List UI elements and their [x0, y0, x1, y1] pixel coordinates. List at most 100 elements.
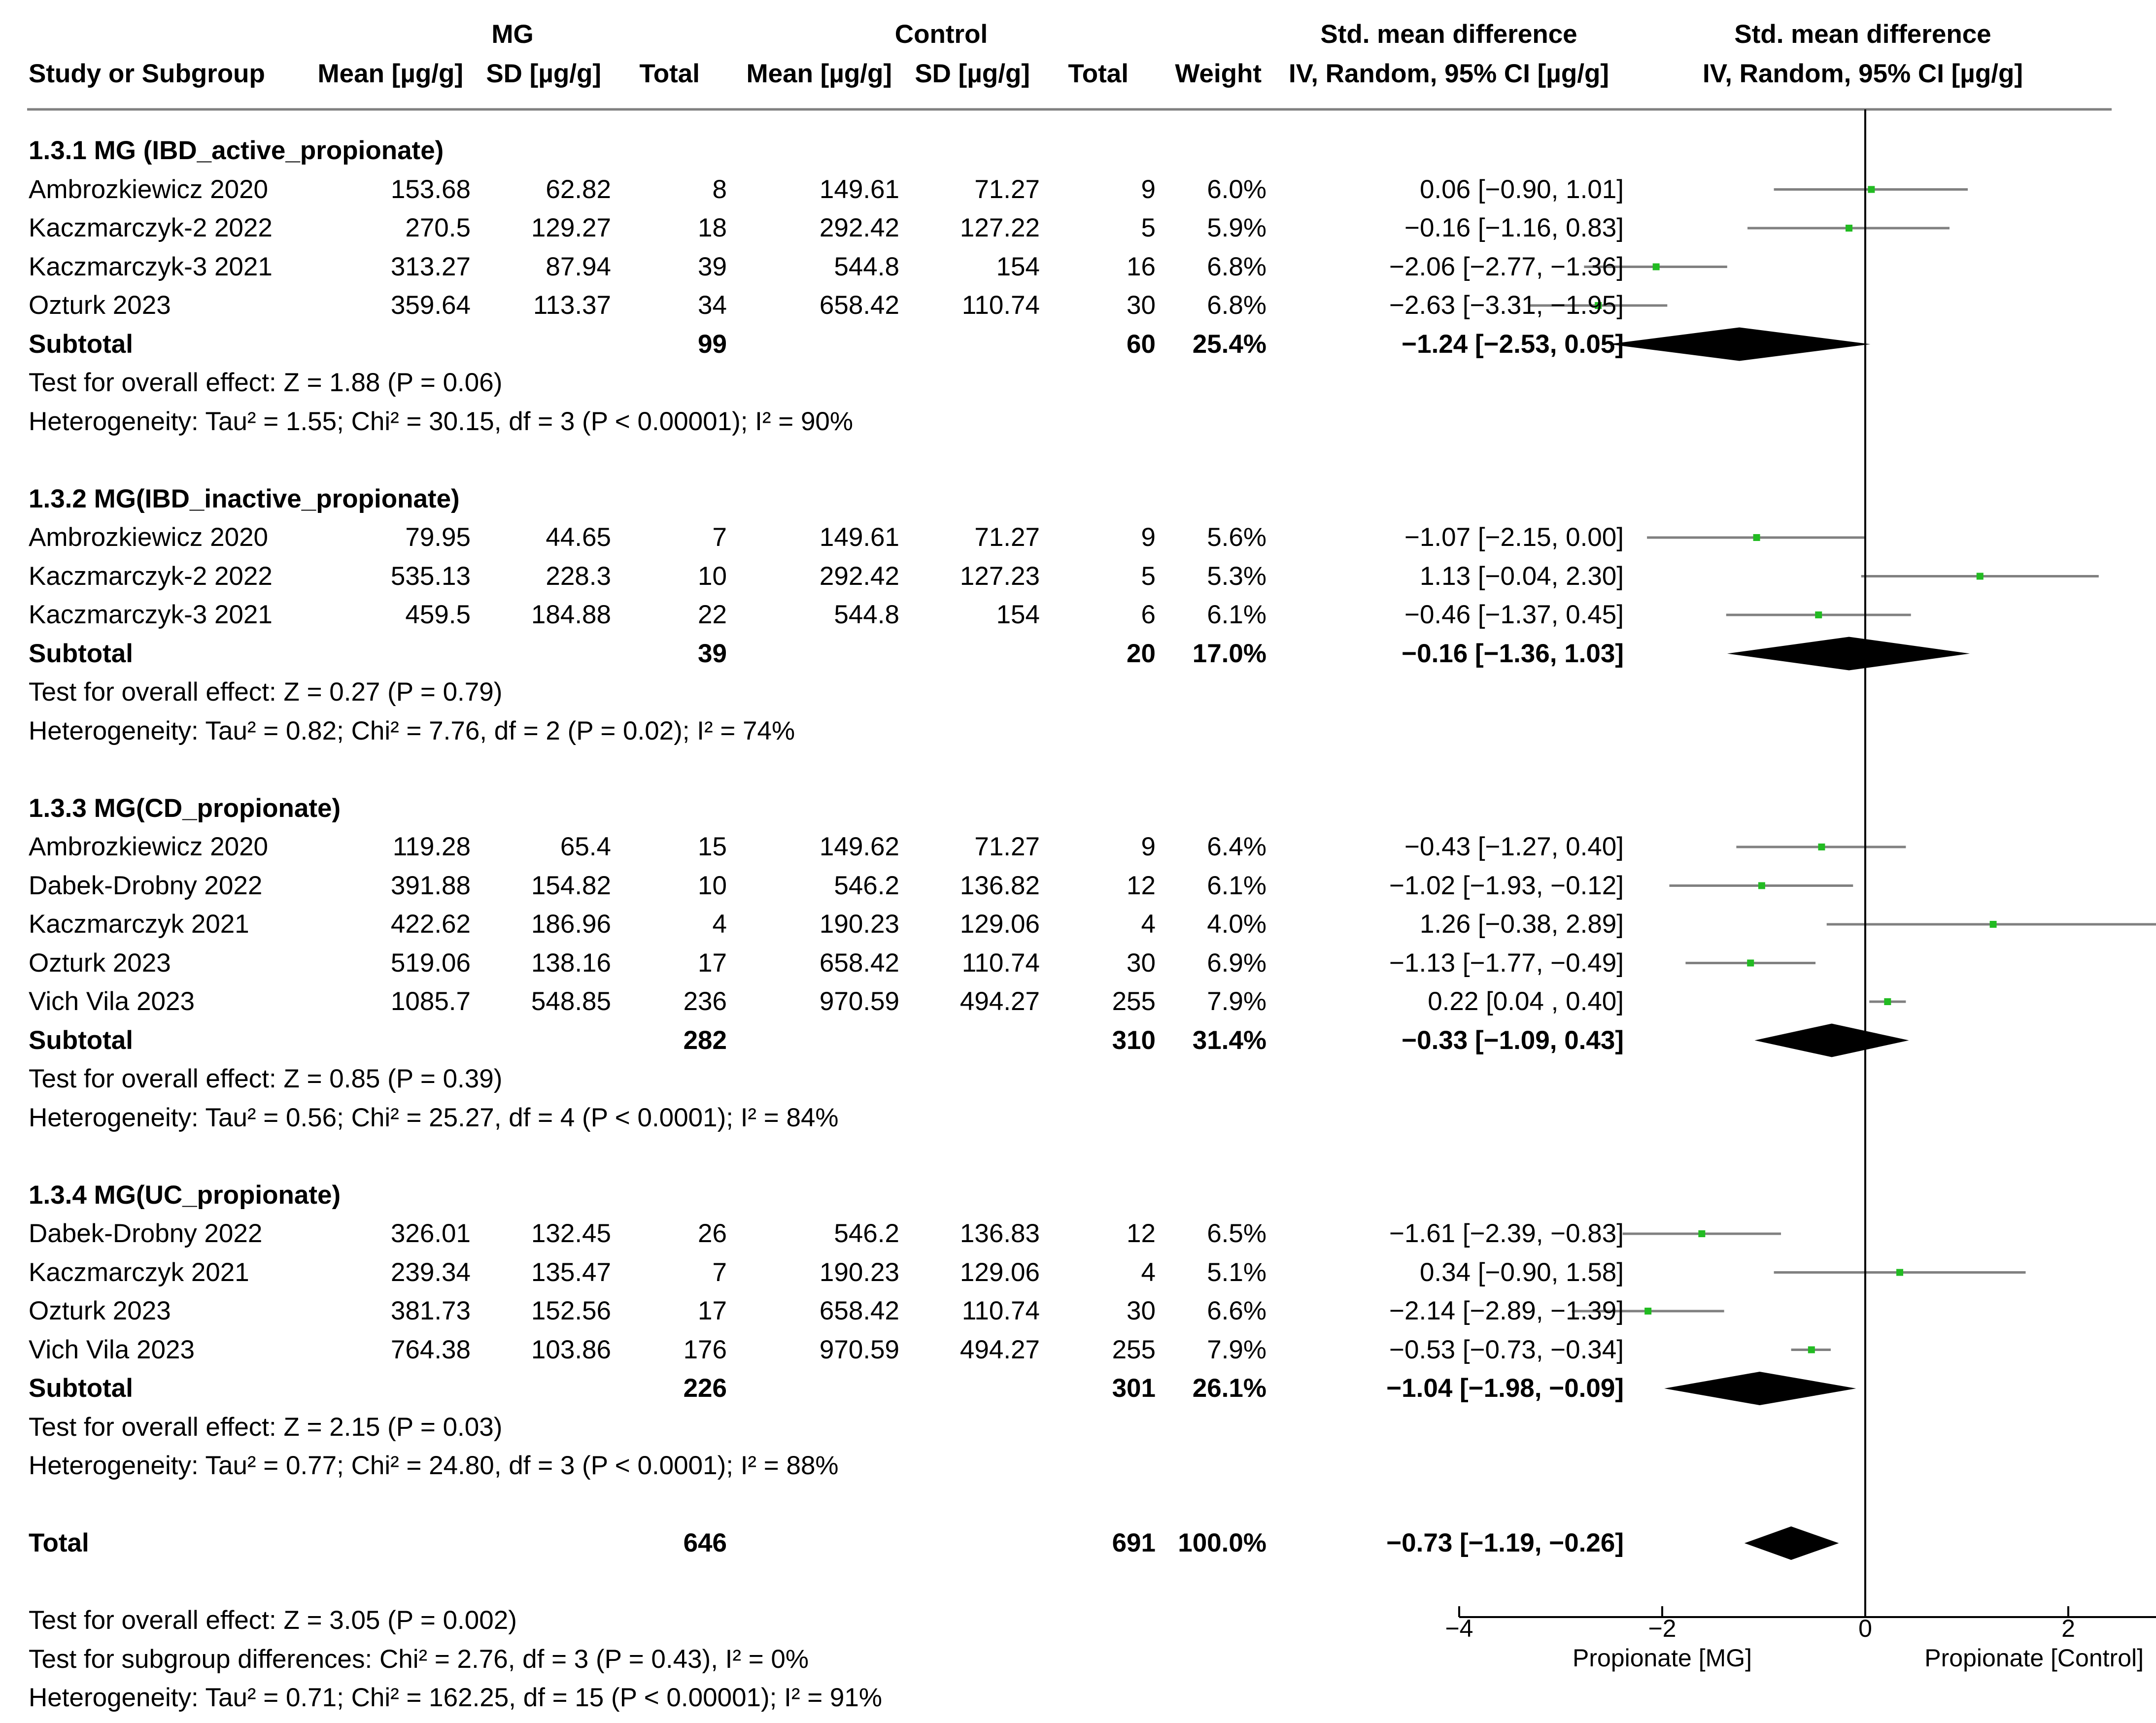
weight-value: 6.5% [1207, 1219, 1266, 1248]
header-effect-title-left: Std. mean difference [1320, 20, 1577, 49]
study-name: Kaczmarczyk-2 2022 [29, 213, 273, 242]
weight-value: 6.8% [1207, 252, 1266, 281]
mg-total-value: 34 [698, 291, 727, 320]
study-point [1896, 1269, 1904, 1276]
control-sd-value: 136.82 [959, 871, 1040, 900]
total-mg-total: 646 [683, 1528, 727, 1557]
mg-sd-value: 186.96 [531, 910, 611, 939]
control-sd-value: 71.27 [974, 832, 1040, 861]
mg-mean-value: 381.73 [390, 1296, 471, 1325]
col-mg-sd: SD [µg/g] [486, 59, 601, 88]
col-mg-mean: Mean [µg/g] [317, 59, 463, 88]
mg-total-value: 10 [698, 871, 727, 900]
control-sd-value: 110.74 [961, 291, 1040, 320]
control-mean-value: 658.42 [819, 291, 899, 320]
subtotal-diamond [1727, 637, 1970, 671]
control-sd-value: 129.06 [959, 910, 1040, 939]
mg-total-value: 176 [683, 1335, 727, 1364]
subtotal-weight: 31.4% [1192, 1025, 1266, 1055]
x-label-left: Propionate [MG] [1573, 1644, 1752, 1672]
ci-value: 1.13 [−0.04, 2.30] [1419, 561, 1624, 591]
heterogeneity-stat: Heterogeneity: Tau² = 1.55; Chi² = 30.15… [29, 406, 854, 436]
control-sd-value: 71.27 [974, 523, 1040, 552]
subtotal-diamond [1664, 1372, 1856, 1405]
subtotal-label: Subtotal [29, 639, 133, 668]
control-total-value: 16 [1127, 252, 1156, 281]
mg-mean-value: 535.13 [390, 561, 471, 591]
control-sd-value: 110.74 [961, 948, 1040, 978]
x-tick-label: −2 [1648, 1615, 1676, 1642]
control-sd-value: 136.83 [959, 1219, 1040, 1248]
control-mean-value: 544.8 [834, 600, 899, 629]
weight-value: 6.1% [1207, 600, 1266, 629]
subtotal-mg-total: 39 [698, 639, 727, 668]
control-sd-value: 154 [996, 600, 1040, 629]
mg-total-value: 15 [698, 832, 727, 861]
mg-sd-value: 103.86 [531, 1335, 611, 1364]
mg-total-value: 17 [698, 948, 727, 978]
control-sd-value: 71.27 [974, 174, 1040, 204]
ci-value: −1.07 [−2.15, 0.00] [1404, 523, 1624, 552]
mg-mean-value: 391.88 [390, 871, 471, 900]
control-mean-value: 292.42 [819, 213, 899, 242]
header-group-control: Control [894, 20, 988, 49]
total-weight: 100.0% [1178, 1528, 1266, 1557]
study-point [1884, 998, 1891, 1005]
subtotal-weight: 17.0% [1192, 639, 1266, 668]
subtotal-ci-value: −1.04 [−1.98, −0.09] [1386, 1374, 1624, 1403]
study-name: Ambrozkiewicz 2020 [29, 832, 269, 861]
control-total-value: 9 [1141, 832, 1156, 861]
overall-effect-test: Test for overall effect: Z = 0.27 (P = 0… [29, 677, 503, 707]
study-name: Dabek-Drobny 2022 [29, 1219, 263, 1248]
ci-value: −0.16 [−1.16, 0.83] [1404, 213, 1624, 242]
subtotal-label: Subtotal [29, 329, 133, 359]
weight-value: 6.0% [1207, 174, 1266, 204]
mg-sd-value: 548.85 [531, 987, 611, 1016]
subtotal-label: Subtotal [29, 1374, 133, 1403]
mg-sd-value: 44.65 [546, 523, 611, 552]
study-point [1818, 844, 1825, 850]
weight-value: 5.9% [1207, 213, 1266, 242]
x-tick-label: 0 [1858, 1615, 1872, 1642]
study-point [1989, 921, 1997, 928]
weight-value: 7.9% [1207, 1335, 1266, 1364]
study-name: Kaczmarczyk-3 2021 [29, 252, 273, 281]
study-name: Kaczmarczyk 2021 [29, 1257, 249, 1287]
control-total-value: 4 [1141, 1257, 1156, 1287]
study-point [1758, 882, 1765, 889]
control-sd-value: 127.22 [959, 213, 1040, 242]
mg-mean-value: 459.5 [405, 600, 471, 629]
subgroup-title: 1.3.3 MG(CD_propionate) [29, 793, 341, 823]
mg-total-value: 18 [698, 213, 727, 242]
control-mean-value: 970.59 [819, 987, 899, 1016]
ci-value: −2.63 [−3.31, −1.95] [1389, 291, 1624, 320]
study-name: Ambrozkiewicz 2020 [29, 523, 269, 552]
subtotal-control-total: 301 [1112, 1374, 1156, 1403]
x-tick-label: 2 [2061, 1615, 2075, 1642]
subgroup-title: 1.3.1 MG (IBD_active_propionate) [29, 136, 444, 165]
study-name: Kaczmarczyk-2 2022 [29, 561, 273, 591]
mg-sd-value: 65.4 [560, 832, 611, 861]
control-total-value: 255 [1112, 1335, 1156, 1364]
subtotal-control-total: 20 [1127, 639, 1156, 668]
weight-value: 5.6% [1207, 523, 1266, 552]
weight-value: 5.1% [1207, 1257, 1266, 1287]
study-name: Ozturk 2023 [29, 1296, 171, 1325]
weight-value: 7.9% [1207, 987, 1266, 1016]
subtotal-control-total: 60 [1127, 329, 1156, 359]
footer-statistic: Test for subgroup differences: Chi² = 2.… [29, 1644, 809, 1674]
subtotal-mg-total: 226 [683, 1374, 727, 1403]
mg-total-value: 7 [712, 523, 727, 552]
mg-mean-value: 359.64 [390, 291, 471, 320]
ci-value: −1.61 [−2.39, −0.83] [1389, 1219, 1624, 1248]
col-c-total: Total [1068, 59, 1129, 88]
study-name: Kaczmarczyk 2021 [29, 910, 249, 939]
control-total-value: 30 [1127, 1296, 1156, 1325]
ci-value: 0.34 [−0.90, 1.58] [1419, 1257, 1624, 1287]
mg-mean-value: 153.68 [390, 174, 471, 204]
overall-effect-test: Test for overall effect: Z = 1.88 (P = 0… [29, 368, 503, 397]
header-group-mg: MG [491, 20, 534, 49]
col-weight: Weight [1175, 59, 1262, 88]
control-mean-value: 190.23 [819, 1257, 899, 1287]
